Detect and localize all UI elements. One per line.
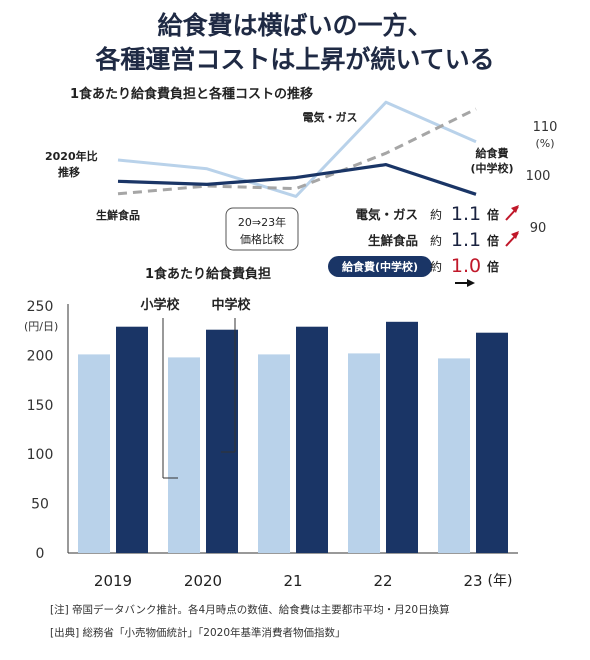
legend-junior-label: 中学校 bbox=[211, 297, 251, 313]
main-title-line2: 各種運営コストは上昇が続いている bbox=[94, 45, 494, 74]
comparison-label: 生鮮食品 bbox=[368, 233, 418, 248]
comparison-value: 1.0 bbox=[451, 255, 481, 277]
bar-y-tick-label: 150 bbox=[27, 398, 54, 414]
bar-y-tick-label: 250 bbox=[27, 299, 54, 315]
comparison-prefix: 約 bbox=[430, 233, 442, 248]
line-chart: 1食あたり給食費負担と各種コストの推移 2020年比 推移 110 (%) 100 9… bbox=[45, 86, 557, 287]
bar-elementary-2020 bbox=[168, 357, 200, 553]
line-series-0 bbox=[117, 100, 477, 198]
note-text: [注] 帝国データバンク推計。各4月時点の数値、給食費は主要都市平均・月20日換… bbox=[50, 603, 450, 616]
bar-legend: 小学校 中学校 bbox=[140, 297, 251, 479]
trend-up-arrowhead-icon bbox=[511, 231, 519, 239]
bar-x-tick-label: 2020 bbox=[184, 572, 222, 590]
bar-y-tick-label: 200 bbox=[27, 348, 54, 364]
line-series-2 bbox=[117, 163, 477, 196]
bar-ylabel: (円/日) bbox=[24, 320, 58, 333]
line-ylabel-l1: 2020年比 bbox=[45, 149, 98, 163]
line-tick-label: 110 bbox=[533, 120, 558, 135]
line-tick-label: 90 bbox=[530, 221, 547, 236]
trend-flat-arrowhead-icon bbox=[467, 279, 475, 287]
line-series-label: 給食費 bbox=[476, 146, 509, 160]
line-chart-title: 1食あたり給食費負担と各種コストの推移 bbox=[70, 86, 313, 102]
bar-y-tick-label: 50 bbox=[31, 497, 49, 513]
bar-chart-title: 1食あたり給食費負担 bbox=[145, 266, 271, 282]
legend-elementary-label: 小学校 bbox=[140, 297, 180, 313]
main-title-line1: 給食費は横ばいの一方、 bbox=[157, 11, 432, 40]
bar-series-group bbox=[78, 321, 508, 553]
line-series-label: 電気・ガス bbox=[303, 110, 358, 124]
bar-elementary-2019 bbox=[78, 354, 110, 553]
comparison-value: 1.1 bbox=[451, 203, 481, 225]
comparison-prefix: 約 bbox=[430, 259, 442, 274]
bar-elementary-23 bbox=[438, 358, 470, 553]
line-series-label: (中学校) bbox=[470, 161, 513, 175]
bar-elementary-21 bbox=[258, 354, 290, 553]
comparison-suffix: 倍 bbox=[487, 207, 499, 222]
comparison-suffix: 倍 bbox=[487, 259, 499, 274]
line-series-label: 生鮮食品 bbox=[96, 208, 140, 222]
comparison-label: 電気・ガス bbox=[355, 207, 418, 222]
line-series-1 bbox=[117, 107, 477, 196]
bar-x-unit: (年) bbox=[488, 573, 513, 589]
bar-junior-22 bbox=[386, 321, 418, 553]
comparison-box-line1: 20⇒23年 bbox=[238, 215, 286, 229]
bar-x-tick-label: 2019 bbox=[94, 572, 132, 590]
bar-y-tick-label: 100 bbox=[27, 447, 54, 463]
comparison-prefix: 約 bbox=[430, 207, 442, 222]
bar-chart: 1食あたり給食費負担 0 50 100 150 200 250 (円/日) 2019 202… bbox=[24, 266, 518, 590]
comparison-highlight-pill bbox=[328, 256, 432, 277]
bar-junior-2020 bbox=[206, 329, 238, 553]
bar-y-tick-label: 0 bbox=[36, 546, 45, 562]
comparison-value: 1.1 bbox=[451, 229, 481, 251]
trend-up-arrowhead-icon bbox=[511, 205, 519, 213]
line-tick-label: (%) bbox=[535, 137, 554, 150]
bar-x-tick-label: 21 bbox=[283, 572, 302, 590]
comparison-suffix: 倍 bbox=[487, 233, 499, 248]
bar-junior-23 bbox=[476, 332, 508, 553]
line-ylabel-l2: 推移 bbox=[58, 165, 80, 179]
comparison-box bbox=[225, 207, 299, 251]
comparison-label: 給食費(中学校) bbox=[342, 260, 418, 274]
line-series-group bbox=[117, 100, 477, 198]
comparison-list: 電気・ガス約 1.1 倍生鮮食品約 1.1 倍給食費(中学校) 約 1.0 倍 bbox=[328, 203, 519, 287]
bar-junior-2019 bbox=[116, 326, 148, 553]
line-tick-label: 100 bbox=[526, 169, 551, 184]
source-text: [出典] 総務省「小売物価統計」「2020年基準消費者物価指数」 bbox=[50, 626, 346, 639]
bar-x-axis: 2019 2020 21 22 23 (年) bbox=[94, 572, 513, 590]
bar-junior-21 bbox=[296, 326, 328, 553]
line-right-ticks: 110 (%) 100 90 bbox=[526, 120, 558, 236]
bar-x-tick-label: 23 bbox=[463, 572, 482, 590]
bar-elementary-22 bbox=[348, 353, 380, 553]
bar-x-tick-label: 22 bbox=[373, 572, 392, 590]
comparison-box-line2: 価格比較 bbox=[240, 232, 284, 246]
